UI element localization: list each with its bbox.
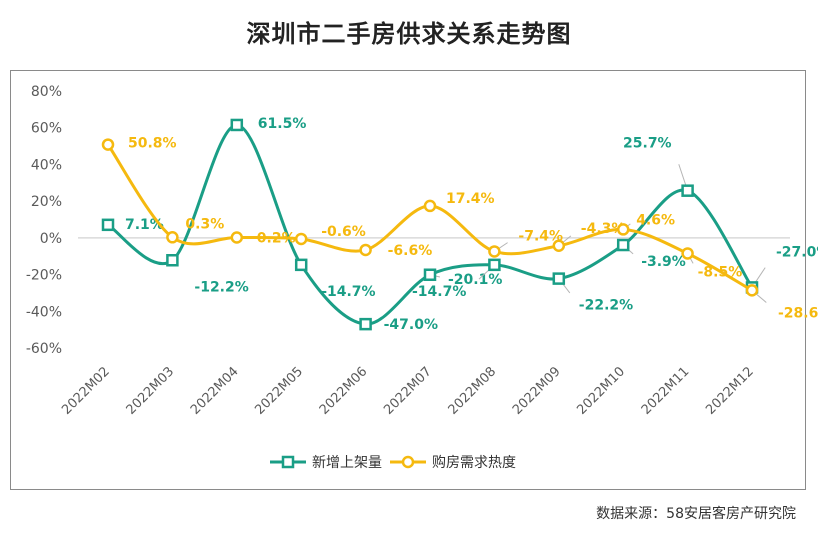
supply-data-label: -47.0% [384, 317, 438, 333]
demand-point [294, 232, 308, 246]
demand-data-label: 50.8% [128, 136, 177, 152]
y-tick-label: 20% [31, 194, 62, 210]
y-tick-label: -60% [26, 341, 62, 357]
supply-data-label: -14.7% [321, 284, 375, 300]
supply-data-label: -22.2% [579, 298, 633, 314]
demand-point [552, 239, 566, 253]
legend-marker [281, 455, 295, 469]
chart-frame [10, 70, 806, 490]
x-tick-label: 2022M03 [124, 364, 178, 418]
demand-data-label: -6.6% [388, 243, 433, 259]
x-tick-label: 2022M07 [381, 364, 435, 418]
supply-point [616, 238, 630, 252]
demand-point [423, 199, 437, 213]
demand-data-label: -8.5% [698, 264, 743, 280]
demand-point [230, 231, 244, 244]
y-tick-label: 40% [31, 157, 62, 173]
supply-data-label: -27.0% [776, 244, 818, 260]
demand-point [359, 243, 372, 257]
demand-data-label: 0.3% [185, 216, 224, 232]
supply-point [230, 118, 244, 132]
demand-data-label: -0.6% [321, 224, 366, 240]
supply-data-label: -3.9% [641, 254, 686, 270]
demand-data-label: -28.6% [778, 305, 818, 321]
supply-data-label: 25.7% [623, 136, 672, 152]
supply-line [106, 123, 754, 326]
demand-data-label: 0.2% [257, 230, 296, 246]
x-tick-label: 2022M06 [317, 364, 371, 418]
x-tick-label: 2022M08 [446, 364, 500, 418]
y-tick-label: -20% [26, 268, 62, 284]
legend-label: 购房需求热度 [432, 455, 516, 471]
demand-point [488, 245, 501, 258]
supply-point [101, 218, 115, 232]
legend-marker [401, 455, 415, 469]
y-tick-label: -40% [26, 304, 62, 320]
x-tick-label: 2022M02 [59, 364, 113, 418]
demand-point [166, 231, 179, 244]
demand-point [681, 247, 694, 260]
x-tick-label: 2022M10 [574, 364, 628, 418]
demand-data-label: 17.4% [446, 191, 495, 207]
supply-point [359, 317, 372, 331]
x-tick-label: 2022M12 [703, 364, 757, 418]
demand-point [745, 284, 759, 297]
data-source: 数据来源：58安居客房产研究院 [596, 506, 796, 522]
demand-data-label: -7.4% [518, 228, 563, 244]
x-tick-label: 2022M09 [510, 364, 564, 418]
demand-data-label: 4.6% [636, 212, 675, 228]
supply-point [681, 184, 694, 197]
supply-point [423, 268, 437, 282]
supply-point [552, 272, 566, 285]
supply-point [488, 258, 501, 272]
supply-data-label: -14.7% [412, 284, 466, 300]
supply-data-label: -12.2% [194, 279, 248, 295]
supply-data-label: -20.1% [448, 272, 502, 288]
supply-data-label: 61.5% [258, 116, 307, 132]
demand-point [101, 138, 115, 151]
chart-title: 深圳市二手房供求关系走势图 [246, 20, 572, 48]
supply-point [166, 254, 179, 267]
supply-data-label: 7.1% [125, 217, 164, 233]
demand-data-label: -4.3% [581, 221, 626, 237]
x-tick-label: 2022M04 [188, 364, 242, 418]
y-tick-label: 60% [31, 121, 62, 137]
y-tick-label: 0% [40, 231, 62, 247]
x-tick-label: 2022M05 [252, 364, 306, 418]
legend-label: 新增上架量 [312, 455, 382, 471]
supply-point [294, 258, 308, 272]
x-tick-label: 2022M11 [639, 364, 693, 418]
demand-point [616, 223, 630, 236]
y-tick-label: 80% [31, 84, 62, 100]
